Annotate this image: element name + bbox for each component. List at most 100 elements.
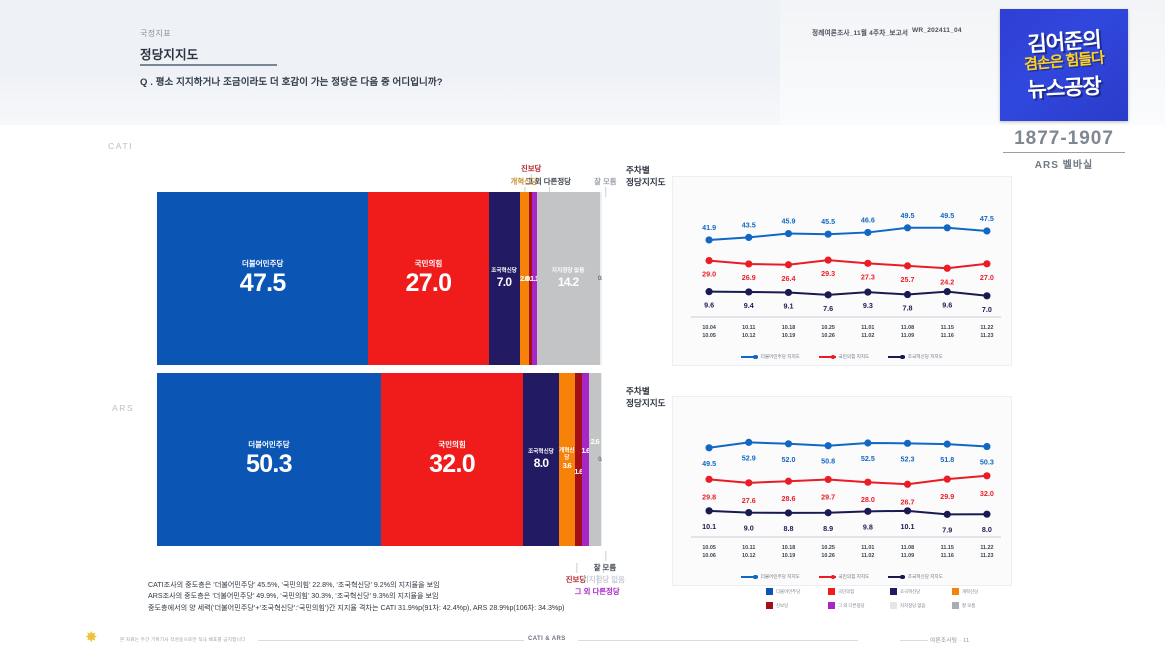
trend-line-series-1 (709, 226, 988, 241)
trend-data-point (745, 288, 753, 296)
page-kicker: 국정지표 (140, 29, 172, 38)
trend-point-value: 43.5 (742, 220, 756, 229)
ars-stacked-bar: 더불어민주당 50.3 국민의힘 32.0 조국혁신당 8.0 개혁신당 3.6 1.6 1.6 2… (157, 373, 602, 546)
trend-data-point (705, 288, 713, 296)
trend-line-series-2 (708, 259, 988, 270)
trend-data-point (943, 475, 951, 483)
bar-segment-value: 47.5 (239, 268, 287, 297)
trend-x-tick-label: 10.11 (742, 325, 755, 331)
trend-point-value: 26.7 (901, 497, 915, 506)
bar-callout-label: 진보당 (566, 563, 586, 585)
bar-segment-value: 1.6 (574, 467, 583, 477)
trend-point-value: 8.8 (783, 524, 793, 533)
trend-point-value: 52.3 (901, 454, 915, 463)
trend-data-point (784, 509, 793, 517)
trend-x-tick-label: 11.22 (980, 325, 993, 331)
legend-label: 조국혁신당 지지도 (907, 574, 943, 579)
bar-segment-8: 0.5 (598, 192, 602, 365)
title-divider (140, 64, 277, 66)
trend-data-point (705, 236, 713, 244)
trend-point-value: 27.0 (980, 273, 994, 282)
trend-data-point (943, 224, 951, 232)
bar-segment-label: 국민의힘 (438, 439, 466, 449)
bar-segment-3: 조국혁신당 7.0 (488, 192, 520, 365)
trend-point-value: 28.6 (781, 494, 795, 503)
bar-segment-value: 2.6 (590, 437, 600, 447)
trend-x-tick-label: 10.05 (702, 333, 716, 339)
legend-party-item-5: 진보당 (766, 602, 828, 609)
trend-data-point (943, 440, 951, 448)
legend-dot-icon (830, 354, 836, 360)
bar-segment-4: 개혁신당 3.6 (558, 373, 575, 546)
trend-data-point (784, 261, 793, 269)
trend-svg: 41.9 43.5 45.9 45.5 46.6 49.5 49.5 47.5 29.0 26.9… (691, 211, 1001, 339)
bar-segment-5: 1.6 (574, 373, 583, 546)
trend-point-value: 50.3 (980, 458, 994, 467)
trend-chart-ars: 49.5 52.9 52.0 50.8 52.5 52.3 51.8 50.3 29.8 27.6… (672, 396, 1012, 586)
footer-rule-right (900, 640, 928, 641)
trend-data-point (745, 438, 753, 446)
trend-point-value: 27.3 (861, 272, 875, 281)
trend-x-tick-label: 11.15 (941, 325, 954, 331)
trend-point-value: 49.5 (702, 459, 716, 468)
trend-data-point (745, 509, 753, 517)
legend-party-item-8: 잘 모름 (952, 602, 1014, 609)
legend-label: 국민의힘 지지도 (838, 354, 870, 359)
legend-party-item-6: 그 외 다른정당 (828, 602, 890, 609)
trend-title-ars-l1: 주차별 (626, 386, 650, 396)
trend-x-tick-label: 10.19 (782, 333, 796, 339)
trend-x-tick-label: 11.09 (901, 333, 914, 339)
bar-segment-7: 지지정당 없음 14.2 (536, 192, 600, 365)
survey-question: Q . 평소 지지하거나 조금이라도 더 호감이 가는 정당은 다음 중 어디입… (140, 77, 443, 88)
trend-title-cati: 주차별 정당지지도 (626, 165, 666, 188)
footer-page-label: 여론조사팀 · 11 (930, 638, 970, 644)
trend-data-point (903, 439, 912, 447)
logo-phone-number: 1877-1907 (1014, 128, 1114, 149)
trend-x-tick-label: 10.26 (821, 553, 835, 559)
trend-point-value: 9.6 (704, 301, 714, 310)
bar-segment-6: 1.6 (581, 373, 590, 546)
callout-tick (604, 551, 606, 561)
bar-segment-value: 1.1 (529, 273, 539, 283)
trend-legend-ars: 더불어민주당 지지도 국민의힘 지지도 조국혁신당 지지도 (673, 574, 1011, 580)
trend-data-point (864, 439, 872, 447)
trend-x-tick-label: 11.01 (861, 325, 874, 331)
trend-data-point (824, 230, 832, 238)
trend-title-cati-l1: 주차별 (626, 165, 650, 175)
trend-point-value: 29.8 (702, 492, 716, 501)
trend-data-point (784, 440, 793, 448)
trend-data-point (983, 260, 991, 268)
legend-color-swatch (890, 588, 897, 595)
legend-line-swatch (888, 356, 906, 358)
trend-data-point (705, 507, 713, 515)
trend-x-tick-label: 10.04 (702, 325, 716, 331)
trend-point-value: 50.8 (821, 457, 835, 466)
trend-x-tick-label: 10.12 (742, 333, 756, 339)
page-title: 정당지지도 (140, 48, 199, 62)
trend-svg: 49.5 52.9 52.0 50.8 52.5 52.3 51.8 50.3 29.8 27.6… (691, 438, 1001, 559)
trend-data-point (903, 480, 912, 488)
trend-data-point (864, 259, 872, 267)
trend-x-tick-label: 10.25 (821, 545, 835, 551)
bar-segment-value: 3.6 (562, 461, 572, 471)
legend-color-swatch (828, 588, 835, 595)
bar-segment-value: 14.2 (557, 274, 579, 289)
trend-title-cati-l2: 정당지지도 (626, 176, 666, 187)
trend-x-tick-label: 10.19 (782, 553, 796, 559)
legend-item-series-1: 더불어민주당 지지도 (741, 574, 800, 580)
trend-data-point (824, 475, 832, 484)
trend-point-value: 7.0 (982, 305, 992, 314)
footer-rule-mid (578, 640, 858, 641)
bar-segment-1: 더불어민주당 50.3 (157, 373, 381, 546)
trend-point-value: 8.0 (982, 525, 992, 534)
trend-point-value: 9.8 (863, 522, 873, 531)
legend-color-swatch (766, 588, 773, 595)
trend-x-tick-label: 11.02 (861, 333, 874, 339)
legend-party-item-7: 지지정당 없음 (890, 602, 952, 609)
trend-point-value: 32.0 (980, 489, 994, 498)
trend-line-series-2 (708, 474, 988, 486)
legend-dot-icon (900, 354, 905, 360)
trend-title-ars: 주차별 정당지지도 (626, 386, 666, 409)
bar-callout-label: 그 외 다른정당 (526, 176, 571, 197)
trend-x-tick-label: 10.05 (702, 545, 716, 551)
